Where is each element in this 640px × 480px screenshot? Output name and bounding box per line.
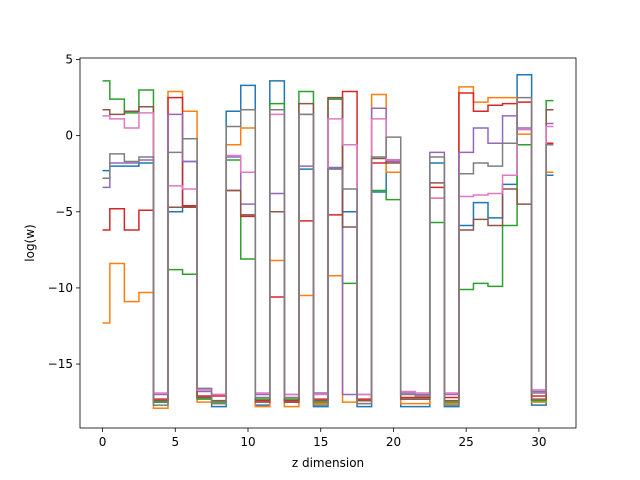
x-tick-label: 30 [531, 435, 546, 449]
x-axis-label: z dimension [292, 456, 364, 470]
x-tick-label: 20 [386, 435, 401, 449]
y-tick-label: 0 [65, 129, 73, 143]
y-tick-label: −15 [48, 357, 73, 371]
x-tick-label: 15 [313, 435, 328, 449]
step-line [102, 96, 554, 406]
x-tick-label: 5 [171, 435, 179, 449]
plot-frame [79, 57, 577, 429]
y-tick-label: −10 [48, 281, 73, 295]
x-tick-label: 0 [99, 435, 107, 449]
y-axis-label: log(w) [23, 224, 37, 261]
x-tick-label: 10 [240, 435, 255, 449]
y-tick-label: 5 [65, 53, 73, 67]
x-tick-label: 25 [459, 435, 474, 449]
y-tick-label: −5 [55, 205, 73, 219]
